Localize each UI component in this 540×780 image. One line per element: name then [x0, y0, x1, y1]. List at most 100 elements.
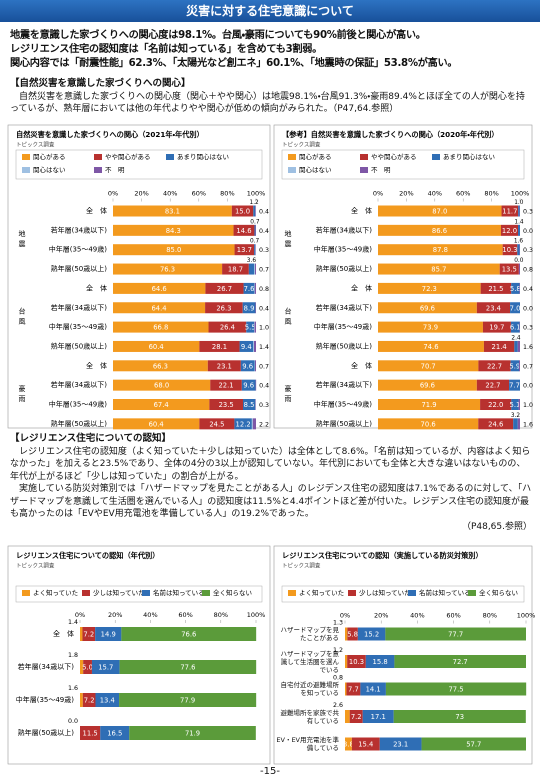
bar-segment: [234, 244, 255, 256]
value-label: 1.2: [250, 200, 260, 206]
y-tick-label: 自宅付近の避難場所を知っている: [280, 681, 340, 697]
bar-segment: [255, 205, 256, 217]
summary-line: 地震を意識した家づくりへの関心度は98.1%。台風・豪雨についても90%前後と関…: [10, 30, 426, 41]
value-label: 5.1: [510, 401, 521, 409]
bar-segment: [514, 340, 518, 352]
value-label: 3.6: [247, 258, 257, 264]
value-label: 5.5: [245, 324, 256, 332]
x-tick-label: 60%: [178, 611, 192, 619]
legend-swatch: [432, 154, 440, 160]
legend-swatch: [360, 167, 368, 173]
legend-swatch: [94, 167, 102, 173]
bar-segment: [421, 737, 526, 751]
bar-segment: [378, 302, 477, 314]
category-label-box: 避難場所を家族で共有している: [281, 709, 340, 725]
section: 【自然災害を意識した家づくりへの関心】 自然災害を意識した家づくりへの関心度（関…: [10, 78, 532, 116]
legend-label: 関心はない: [299, 165, 332, 174]
bar-segment: [501, 205, 519, 217]
value-label: 1.4: [259, 344, 269, 351]
bar-segment: [113, 244, 235, 256]
bar-segment: [113, 263, 223, 275]
bar-segment: [365, 655, 395, 668]
y-tick-label: 全 体: [86, 283, 107, 292]
value-label: 1.2: [333, 647, 343, 654]
value-label: 0.3: [259, 247, 269, 254]
bar-segment: [345, 710, 350, 723]
x-tick-label: 0%: [75, 611, 85, 619]
bar-segment: [347, 627, 358, 641]
value-label: 14.9: [101, 631, 116, 639]
bar-segment: [345, 655, 348, 668]
legend-label: 全く知らない: [479, 588, 518, 597]
legend-label: 関心がある: [33, 152, 66, 161]
x-tick-label: 20%: [108, 611, 122, 619]
value-label: 22.0: [488, 401, 503, 409]
y-tick-label: 若年層(34歳以下): [51, 303, 108, 312]
legend-swatch: [288, 167, 296, 173]
value-label: 57.7: [466, 741, 481, 749]
value-label: 28.1: [212, 343, 227, 351]
value-label: 0.7: [259, 267, 269, 274]
bar-segment: [113, 321, 209, 333]
x-tick-label: 80%: [220, 190, 234, 198]
bar-segment: [209, 399, 243, 410]
value-label: 72.7: [453, 658, 468, 666]
value-label: 0.3: [523, 209, 533, 216]
y-tick-label: 若年層(34歳以下): [316, 380, 373, 389]
legend-label: やや関心がある: [371, 152, 417, 161]
y-tick-label: 中年層(35～49歳): [49, 245, 108, 254]
bar-segment: [378, 321, 483, 333]
value-label: 5.8: [510, 285, 521, 293]
y-tick-label: 全 体: [351, 283, 372, 292]
y-tick-label: 熟年層(50歳以上): [316, 341, 373, 350]
value-label: 26.4: [220, 324, 235, 332]
value-label: 11.7: [502, 208, 517, 216]
value-label: 1.0: [523, 402, 533, 409]
bar-segment: [500, 224, 519, 236]
value-label: 23.1: [393, 741, 408, 749]
bar-segment: [241, 379, 256, 391]
value-label: 70.6: [421, 420, 436, 428]
bar-segment: [362, 710, 394, 723]
bar-segment: [199, 418, 235, 430]
bar-segment: [511, 399, 519, 410]
value-label: 0.7: [250, 219, 260, 225]
y-tick-label: 中年層(35～49歳): [49, 400, 108, 409]
bar-segment: [113, 282, 206, 294]
value-label: 0.0: [523, 383, 533, 390]
bar-segment: [379, 737, 422, 751]
value-label: 7.7: [509, 382, 520, 390]
bar-segment: [113, 418, 200, 430]
value-label: 70.7: [421, 362, 436, 370]
legend-box: [281, 585, 525, 603]
chart-source: トピックス調査: [282, 141, 321, 149]
bar-segment: [255, 379, 257, 391]
value-label: 7.6: [244, 285, 255, 293]
bar-segment: [113, 224, 234, 236]
legend-swatch: [408, 590, 416, 596]
value-label: 13.5: [502, 266, 517, 274]
section-heading: 【レジリエンス住宅についての認知】: [10, 433, 172, 444]
bar-segment: [378, 244, 503, 256]
x-tick-label: 20%: [134, 190, 148, 198]
bar-segment: [205, 302, 243, 314]
bar-segment: [517, 418, 520, 430]
y-tick-label: 中年層(35～49歳): [314, 400, 373, 409]
legend-label: 名前は知っている: [153, 588, 205, 597]
bar-segment: [510, 321, 520, 333]
value-label: 2.2: [259, 421, 269, 428]
summary-line: 関心内容では「耐震性能」62.3%、「太陽光など創エネ」60.1%、「地震時の保…: [10, 58, 458, 69]
value-label: 15.4: [358, 741, 373, 749]
y-tick-label: 熟年層(50歳以上): [18, 728, 75, 737]
value-label: 18.7: [228, 266, 243, 274]
value-label: 1.4: [68, 619, 78, 626]
bar-segment: [253, 205, 255, 217]
value-label: 23.1: [217, 362, 232, 370]
y-tick-label: 全 体: [86, 206, 107, 215]
x-tick-label: 60%: [446, 612, 460, 620]
value-label: 21.5: [488, 285, 503, 293]
legend-swatch: [348, 590, 356, 596]
group-label: 豪雨: [18, 384, 26, 405]
x-tick-label: 80%: [483, 612, 497, 620]
y-tick-label: 中年層(35～49歳): [314, 245, 373, 254]
